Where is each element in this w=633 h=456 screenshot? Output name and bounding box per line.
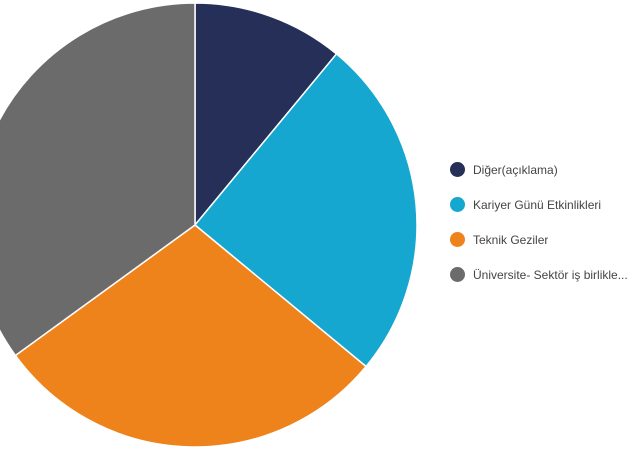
legend-item-universite[interactable]: Üniversite- Sektör iş birlikle... [450, 263, 630, 286]
pie-slice-diger[interactable] [194, 2, 338, 228]
legend-label-diger: Diğer(açıklama) [473, 162, 558, 177]
legend-item-diger[interactable]: Diğer(açıklama) [450, 158, 630, 181]
legend-label-teknik: Teknik Geziler [473, 232, 549, 247]
legend-swatch-diger [450, 162, 465, 177]
legend-swatch-teknik [450, 232, 465, 247]
legend-item-kariyer[interactable]: Kariyer Günü Etkinlikleri [450, 193, 630, 216]
pie-slice-universite[interactable] [0, 2, 196, 357]
pie-slice-teknik[interactable] [14, 224, 368, 448]
legend-swatch-universite [450, 267, 465, 282]
legend-item-teknik[interactable]: Teknik Geziler [450, 228, 630, 251]
legend-label-universite: Üniversite- Sektör iş birlikle... [473, 267, 628, 282]
chart-legend: Diğer(açıklama) Kariyer Günü Etkinlikler… [450, 158, 630, 298]
legend-label-kariyer: Kariyer Günü Etkinlikleri [473, 197, 602, 212]
legend-swatch-kariyer [450, 197, 465, 212]
pie-slice-kariyer[interactable] [193, 52, 418, 368]
